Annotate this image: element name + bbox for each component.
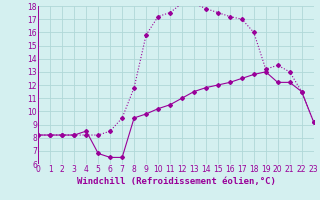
X-axis label: Windchill (Refroidissement éolien,°C): Windchill (Refroidissement éolien,°C) (76, 177, 276, 186)
